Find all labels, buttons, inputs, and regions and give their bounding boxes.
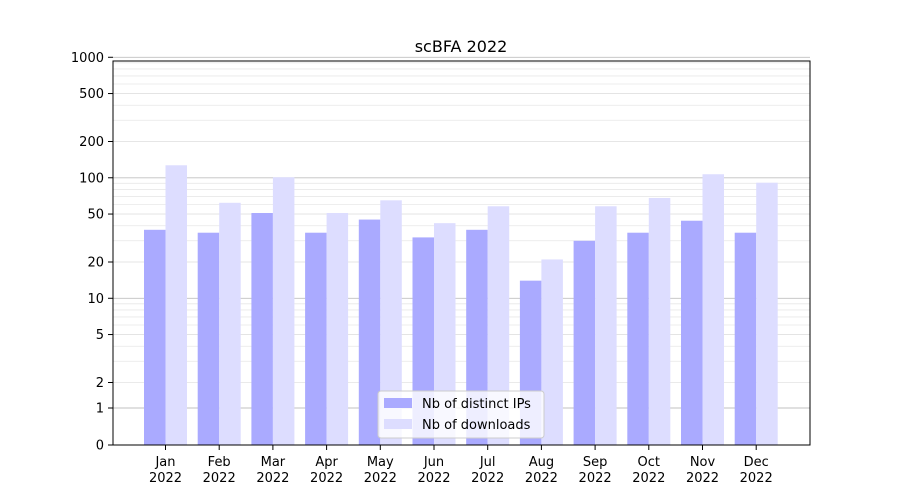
legend-swatch: [384, 419, 412, 429]
bar-distinct-ips: [358, 219, 381, 445]
legend-swatch: [384, 398, 412, 408]
x-tick-label-month: Feb: [208, 455, 231, 470]
bar-downloads: [434, 223, 456, 445]
x-tick-label-year: 2022: [256, 471, 289, 486]
x-tick-label-year: 2022: [149, 471, 182, 486]
y-tick-label: 50: [87, 208, 104, 223]
y-tick-label: 5: [96, 328, 104, 343]
x-tick-label-year: 2022: [471, 471, 504, 486]
bar-downloads: [487, 206, 510, 445]
x-tick-label-year: 2022: [579, 471, 612, 486]
bar-distinct-ips: [627, 232, 649, 445]
bar-downloads: [272, 177, 295, 445]
x-tick-label-year: 2022: [525, 471, 558, 486]
bar-distinct-ips: [197, 232, 220, 445]
bar-downloads: [702, 174, 724, 445]
chart-title: scBFA 2022: [415, 37, 508, 56]
x-tick-label-month: Jan: [154, 455, 175, 470]
x-tick-label-month: Mar: [261, 455, 286, 470]
bar-downloads: [541, 259, 563, 445]
x-tick-label-month: Dec: [744, 455, 769, 470]
legend-label: Nb of downloads: [422, 418, 531, 433]
x-tick-label-year: 2022: [686, 471, 719, 486]
x-tick-label-month: Apr: [315, 455, 338, 470]
x-tick-label-year: 2022: [203, 471, 236, 486]
y-tick-label: 500: [79, 87, 104, 102]
x-tick-label-month: Jul: [479, 455, 496, 470]
y-tick-label: 200: [79, 135, 104, 150]
bar-downloads: [595, 206, 617, 445]
x-tick-label-month: Aug: [529, 455, 554, 470]
plot-frame: [112, 60, 811, 446]
y-tick-label: 1000: [71, 51, 104, 66]
bar-distinct-ips: [734, 232, 757, 445]
bar-downloads: [756, 182, 778, 445]
bar-distinct-ips: [305, 232, 327, 445]
bar-distinct-ips: [144, 229, 166, 445]
y-tick-label: 100: [79, 171, 104, 186]
bar-downloads: [648, 197, 671, 445]
bar-distinct-ips: [251, 213, 273, 445]
x-tick-label-year: 2022: [740, 471, 773, 486]
bar-distinct-ips: [573, 240, 596, 445]
x-tick-label-year: 2022: [364, 471, 397, 486]
bar-downloads: [380, 200, 402, 445]
x-tick-label-month: Sep: [583, 455, 608, 470]
bar-distinct-ips: [681, 220, 703, 445]
legend-label: Nb of distinct IPs: [422, 397, 531, 412]
bar-downloads: [219, 202, 241, 445]
legend-box: [377, 390, 545, 439]
bar-downloads: [326, 213, 349, 445]
x-tick-label-month: Oct: [638, 455, 660, 470]
x-tick-label-year: 2022: [632, 471, 665, 486]
y-axis-ticks: 0 1 2 5 10 20 50 100 200 500 1000: [71, 51, 113, 454]
y-tick-label: 0: [96, 439, 104, 454]
y-tick-label: 2: [96, 376, 104, 391]
x-axis-ticks: Jan2022Feb2022Mar2022Apr2022May2022Jun20…: [149, 445, 773, 486]
y-tick-label: 20: [87, 256, 104, 271]
y-tick-label: 1: [96, 402, 104, 417]
y-tick-label: 10: [87, 292, 104, 307]
legend: Nb of distinct IPs Nb of downloads: [377, 390, 545, 439]
x-tick-label-month: Jun: [423, 455, 444, 470]
bars: [144, 165, 778, 446]
x-tick-label-month: May: [367, 455, 394, 470]
bar-downloads: [165, 165, 187, 446]
x-tick-label-month: Nov: [690, 455, 716, 470]
x-tick-label-year: 2022: [310, 471, 343, 486]
x-tick-label-year: 2022: [417, 471, 450, 486]
